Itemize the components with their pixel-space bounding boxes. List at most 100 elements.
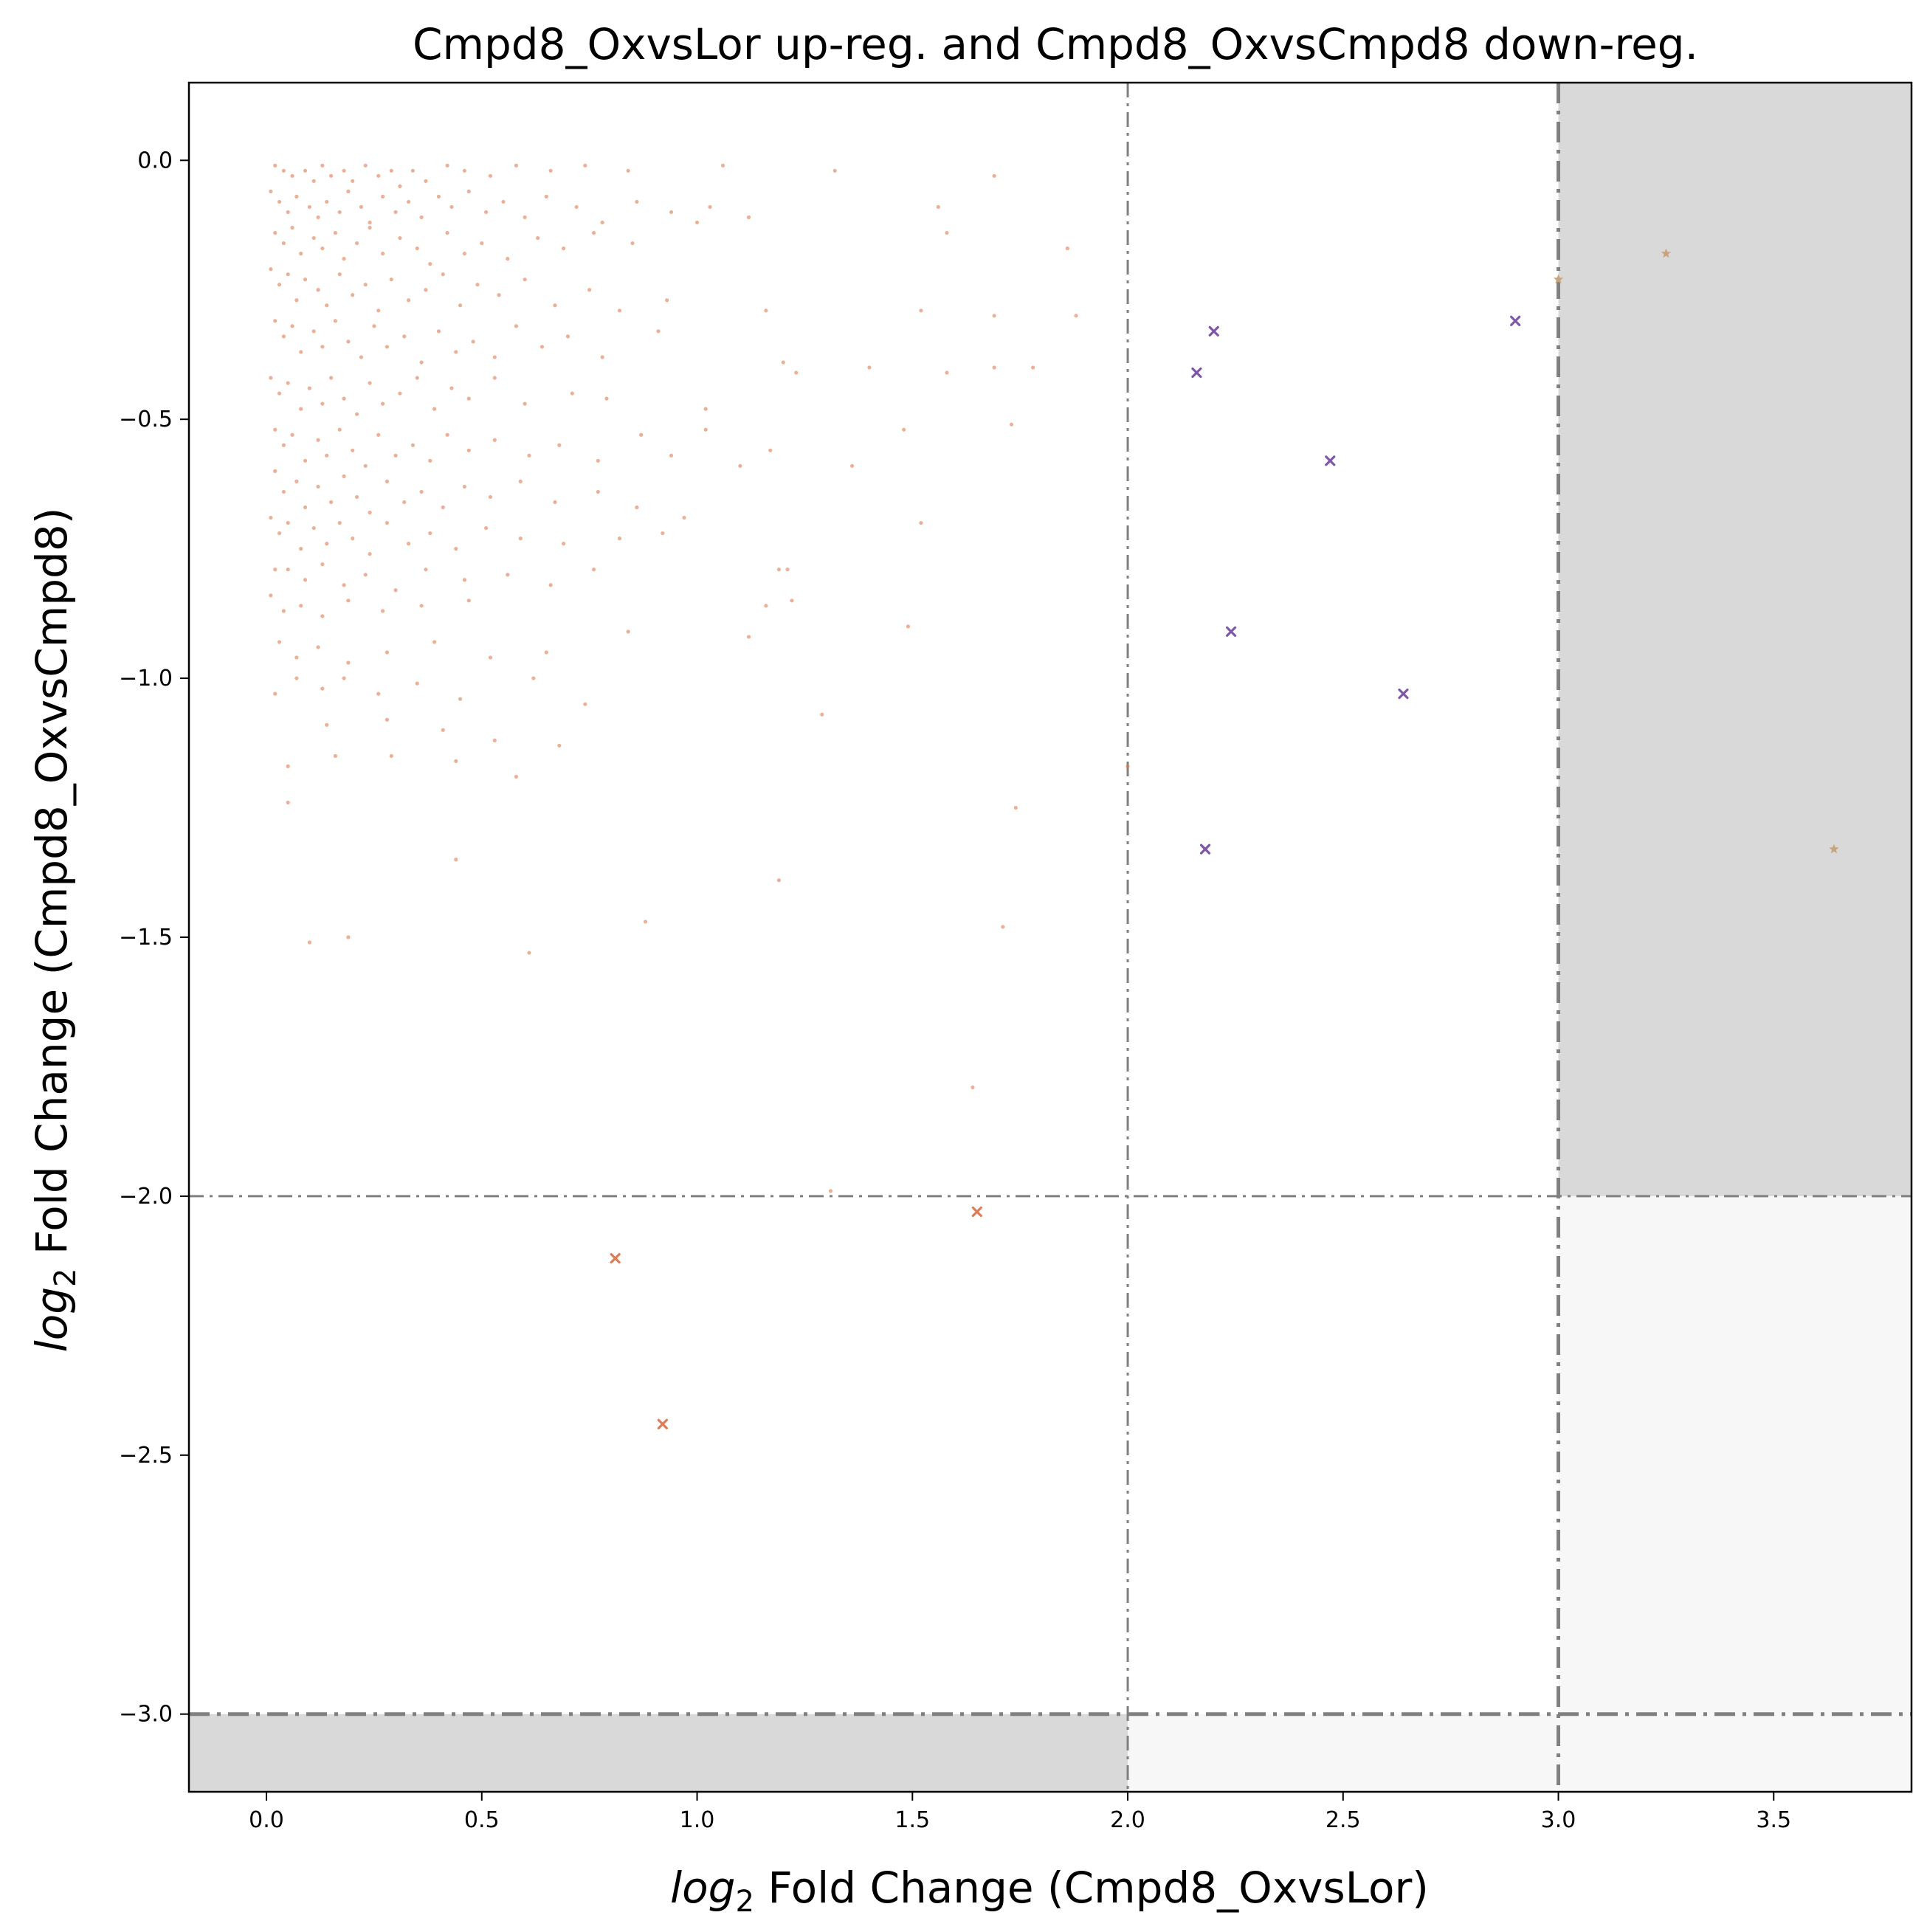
data-point <box>694 220 700 225</box>
data-point <box>325 453 329 458</box>
data-point <box>432 640 437 644</box>
data-point <box>380 401 385 406</box>
data-point <box>626 629 630 634</box>
data-point <box>665 298 669 303</box>
data-point <box>307 386 311 390</box>
data-point <box>273 319 277 323</box>
data-point <box>307 940 311 945</box>
data-point <box>316 215 320 220</box>
data-point <box>342 474 346 478</box>
data-point <box>523 401 527 406</box>
data-point <box>768 448 773 452</box>
data-point <box>346 339 351 344</box>
data-point <box>299 350 303 354</box>
x-tick-label: 0.5 <box>464 1807 500 1833</box>
data-point <box>393 210 398 215</box>
data-point <box>1074 314 1078 318</box>
data-point <box>359 355 363 359</box>
data-point <box>286 800 290 805</box>
data-point <box>359 204 363 210</box>
x-tick-label: 3.0 <box>1541 1807 1576 1833</box>
data-point <box>746 215 751 220</box>
data-point <box>316 645 320 649</box>
data-point <box>488 173 493 178</box>
data-point <box>540 345 545 349</box>
data-point <box>544 194 548 199</box>
data-point <box>269 376 273 380</box>
data-point <box>484 525 489 531</box>
data-point <box>428 531 432 536</box>
data-point <box>764 604 768 608</box>
data-point <box>281 241 286 246</box>
data-point <box>553 303 557 308</box>
data-point <box>281 489 286 494</box>
data-point <box>992 173 996 178</box>
data-point <box>385 717 390 722</box>
data-point <box>596 458 600 463</box>
data-point <box>617 537 622 541</box>
y-axis-ticks: 0.0 −0.5 −1.0 −1.5 −2.0 −2.5 −3.0 <box>119 148 189 1728</box>
data-point <box>311 525 316 531</box>
data-point <box>351 179 355 183</box>
data-point <box>368 220 372 225</box>
data-point <box>1013 805 1018 810</box>
data-point <box>273 567 277 572</box>
data-point <box>342 676 346 680</box>
data-point <box>286 381 290 385</box>
y-tick-label: −1.0 <box>119 666 173 691</box>
data-point <box>303 578 308 582</box>
data-point <box>458 697 463 701</box>
data-point <box>428 458 432 463</box>
data-point <box>454 759 458 763</box>
data-point <box>316 484 320 489</box>
data-point <box>514 324 519 328</box>
data-point <box>419 215 424 220</box>
data-point <box>342 396 346 401</box>
data-point <box>635 505 639 510</box>
data-point <box>363 283 368 287</box>
data-point <box>415 246 419 251</box>
data-point <box>617 308 622 313</box>
data-point <box>328 376 334 380</box>
data-point-x-marker <box>1510 315 1521 326</box>
data-point <box>385 650 390 655</box>
data-point <box>299 604 303 608</box>
data-point <box>311 329 316 334</box>
data-point <box>656 329 661 334</box>
data-point <box>591 230 596 235</box>
data-point <box>832 168 837 173</box>
data-point <box>488 494 493 500</box>
data-point <box>480 241 484 246</box>
data-point <box>351 537 355 541</box>
data-point <box>337 272 342 277</box>
data-point <box>372 324 376 328</box>
data-point <box>389 277 393 282</box>
data-point <box>402 334 407 339</box>
data-point <box>424 567 428 572</box>
data-point <box>410 168 416 173</box>
data-point <box>919 520 923 525</box>
data-point <box>346 935 351 939</box>
y-tick-label: −2.5 <box>119 1443 173 1469</box>
data-point <box>553 500 557 505</box>
data-point <box>484 210 489 215</box>
data-point <box>351 293 355 297</box>
shaded-region-2 <box>1128 1714 1559 1792</box>
data-point <box>406 199 411 204</box>
x-tick-label: 1.5 <box>894 1807 930 1833</box>
x-axis-label: log2 Fold Change (Cmpd8_OxvsLor) <box>670 1863 1429 1919</box>
data-point <box>299 547 303 551</box>
data-point <box>406 542 411 546</box>
data-point <box>320 686 325 691</box>
data-point <box>523 277 527 282</box>
data-point <box>514 163 519 168</box>
data-point <box>269 189 273 193</box>
data-point <box>583 702 587 706</box>
data-point <box>363 463 368 468</box>
x-tick-label: 2.0 <box>1110 1807 1145 1833</box>
data-point <box>518 479 523 484</box>
data-point <box>269 593 273 598</box>
data-point <box>406 298 411 303</box>
data-point-x-marker <box>1191 367 1202 379</box>
